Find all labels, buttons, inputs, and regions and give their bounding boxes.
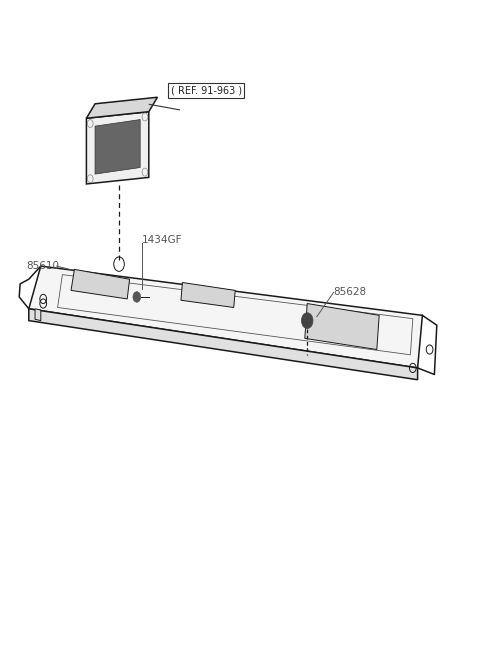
Circle shape: [133, 292, 141, 302]
Polygon shape: [71, 269, 130, 299]
Polygon shape: [86, 97, 157, 118]
Text: 1434GF: 1434GF: [142, 235, 182, 245]
Text: 85610: 85610: [26, 261, 60, 271]
Text: 85628: 85628: [334, 287, 367, 298]
Circle shape: [301, 313, 313, 328]
Text: ( REF. 91-963 ): ( REF. 91-963 ): [171, 85, 242, 96]
Polygon shape: [29, 266, 422, 368]
Polygon shape: [29, 309, 418, 380]
Polygon shape: [181, 283, 235, 307]
Polygon shape: [305, 304, 379, 350]
Polygon shape: [86, 112, 149, 184]
Polygon shape: [95, 120, 140, 174]
Polygon shape: [35, 309, 41, 321]
